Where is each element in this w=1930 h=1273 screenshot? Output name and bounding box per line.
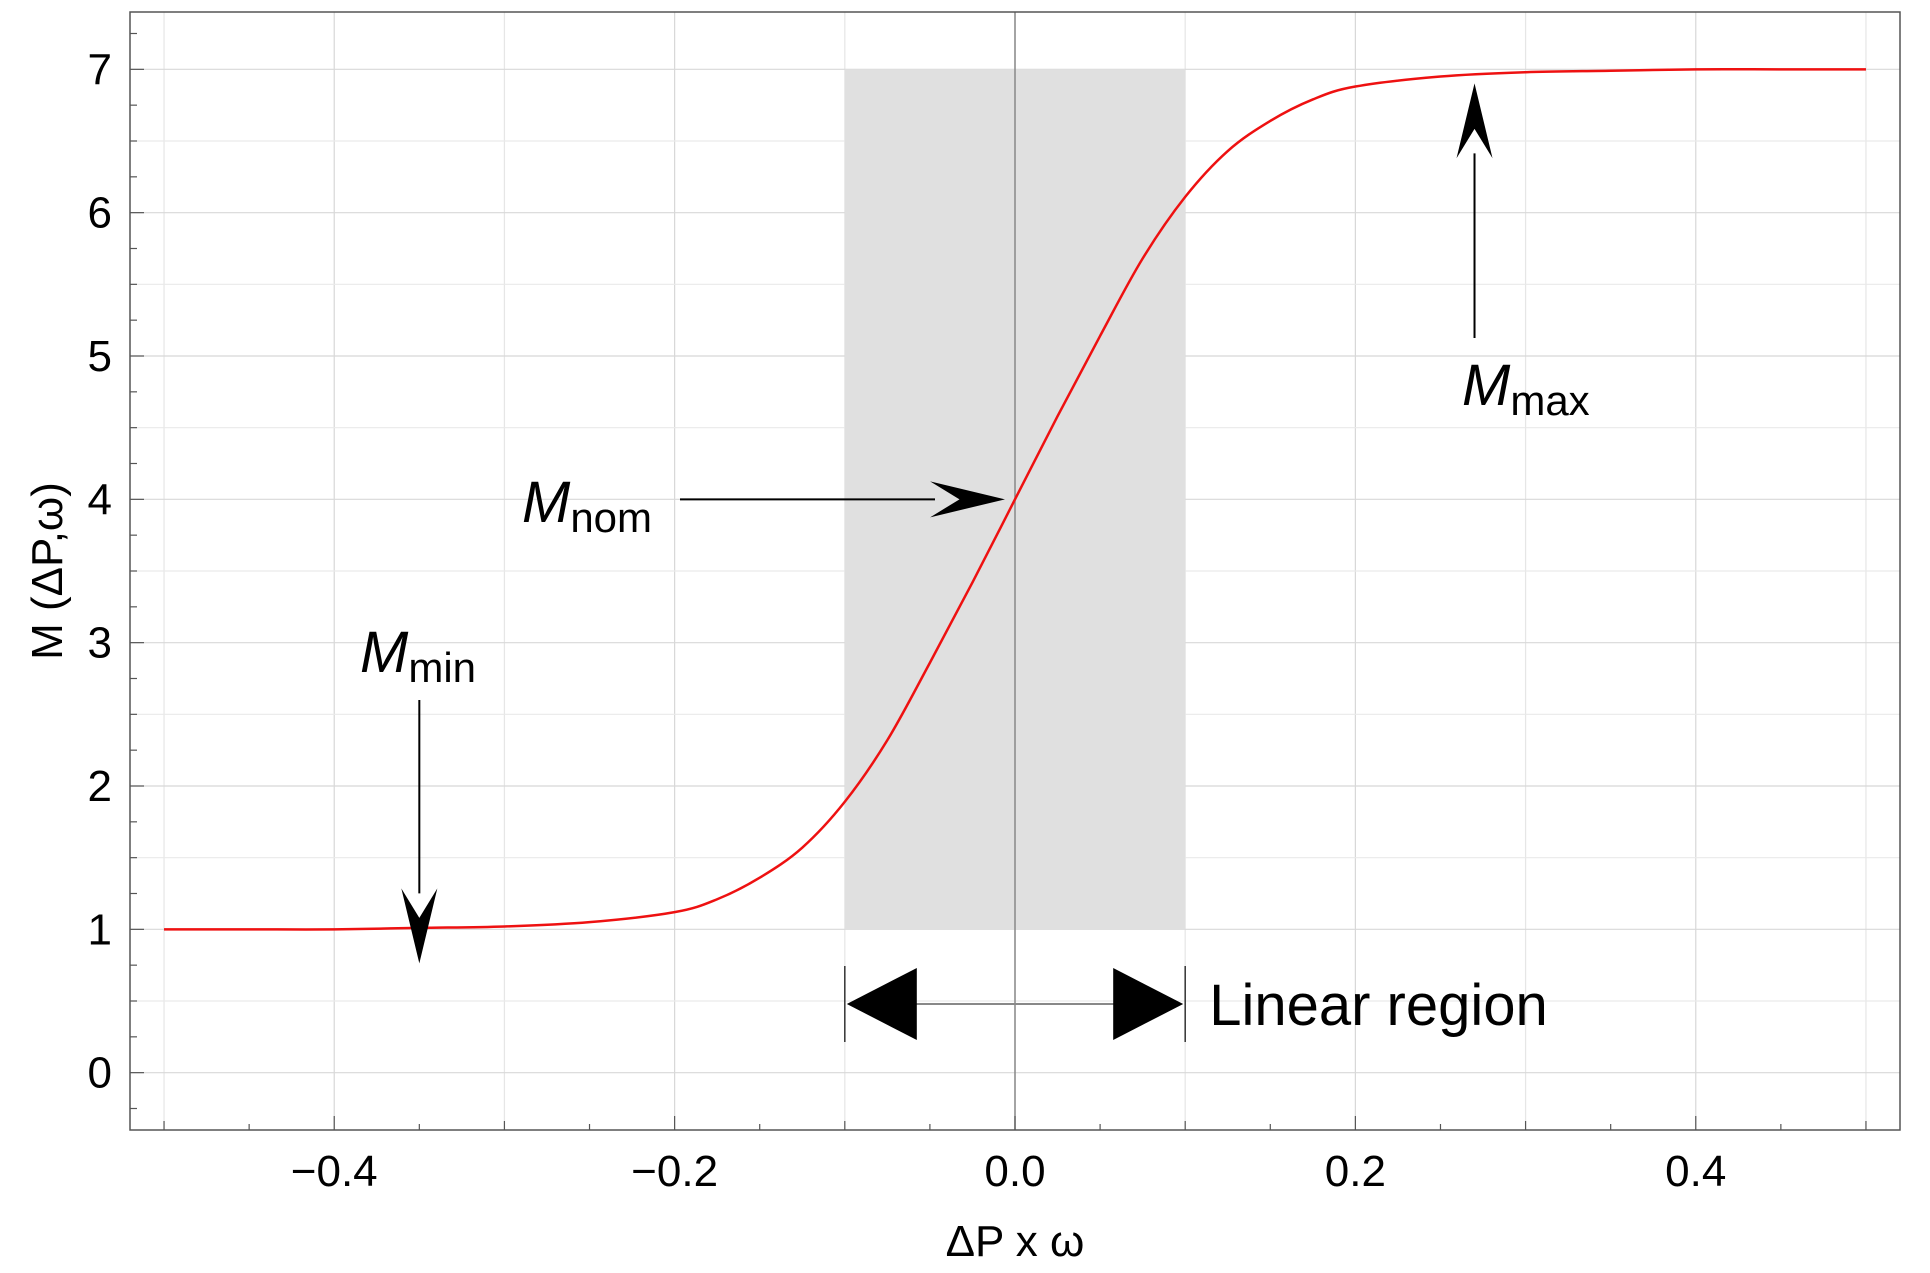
x-tick-label: 0.2 xyxy=(1325,1147,1386,1196)
annotation-m-max-main: M xyxy=(1462,353,1511,418)
y-tick-label: 3 xyxy=(88,619,112,668)
y-tick-label: 1 xyxy=(88,905,112,954)
x-tick-label: 0.4 xyxy=(1665,1147,1726,1196)
y-tick-label: 4 xyxy=(88,475,112,524)
annotation-m-nom: Mnom xyxy=(522,470,652,541)
x-axis-label: ΔP x ω xyxy=(946,1217,1085,1266)
y-tick-label: 0 xyxy=(88,1049,112,1098)
linear-region-right-head xyxy=(1113,968,1184,1040)
annotation-m-min-sub: min xyxy=(408,644,476,691)
annotations xyxy=(401,83,1493,1042)
arrow-m-nom-head xyxy=(930,481,1005,518)
annotation-m-max: Mmax xyxy=(1462,353,1590,424)
tick-labels: −0.4 −0.2 0.0 0.2 0.4 0 1 2 3 4 5 6 7 xyxy=(88,45,1727,1196)
annotation-m-min: Mmin xyxy=(360,620,476,691)
linear-region-label: Linear region xyxy=(1209,973,1548,1038)
y-tick-label: 5 xyxy=(88,332,112,381)
arrow-m-max-head xyxy=(1456,83,1493,159)
y-tick-label: 6 xyxy=(88,189,112,238)
series-line xyxy=(164,67,1866,931)
arrow-m-min-head xyxy=(401,888,438,964)
x-tick-label: −0.4 xyxy=(291,1147,378,1196)
x-tick-label: 0.0 xyxy=(984,1147,1045,1196)
axis-ticks xyxy=(130,32,1867,1130)
annotation-m-nom-sub: nom xyxy=(570,494,652,541)
y-tick-label: 7 xyxy=(88,45,112,94)
annotation-m-min-main: M xyxy=(360,620,409,685)
y-axis-label: M (ΔP,ω) xyxy=(23,482,72,660)
y-tick-label: 2 xyxy=(88,762,112,811)
linear-region-left-head xyxy=(846,968,917,1040)
annotation-m-nom-main: M xyxy=(522,470,571,535)
annotation-m-max-sub: max xyxy=(1510,377,1589,424)
x-tick-label: −0.2 xyxy=(631,1147,718,1196)
